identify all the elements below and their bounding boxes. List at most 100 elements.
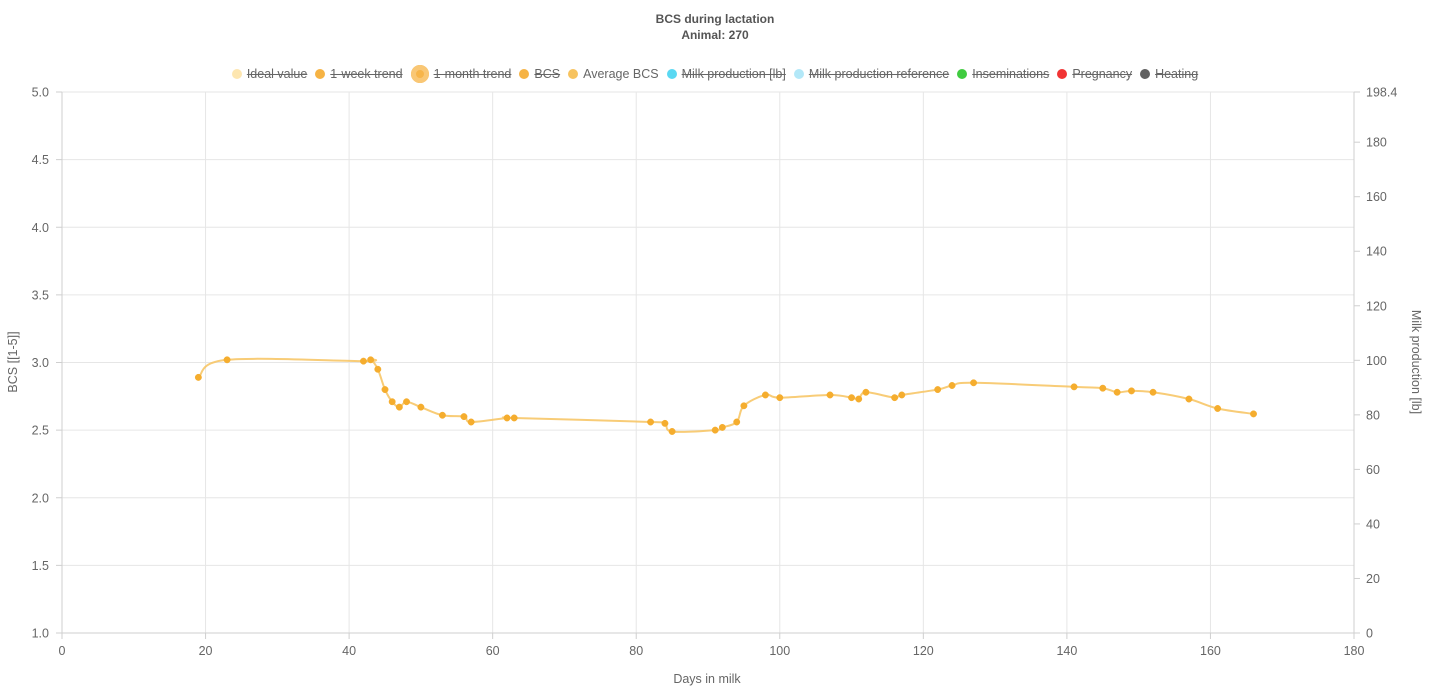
y2-tick-label: 60: [1366, 463, 1380, 477]
data-point: [1149, 388, 1157, 396]
y-axis-title: BCS [[1-5]]: [6, 331, 20, 392]
data-point: [970, 379, 978, 387]
legend-swatch: [519, 69, 530, 79]
data-point: [503, 414, 511, 422]
data-point: [1128, 387, 1135, 395]
legend-swatch: [231, 69, 242, 79]
legend-item-ideal-value[interactable]: Ideal value: [231, 67, 308, 81]
data-point: [374, 365, 382, 373]
legend-swatch: [315, 69, 326, 79]
y2-tick-label: 180: [1366, 136, 1387, 150]
legend: Ideal value 1-week trend 1-month trend BCS A…: [0, 64, 1430, 84]
legend-item-milk-production-lb[interactable]: Milk production [lb]: [666, 67, 786, 81]
y-tick-label: 3.0: [32, 356, 49, 370]
data-point: [1070, 383, 1078, 391]
legend-swatch: [1057, 69, 1068, 79]
data-point: [776, 394, 784, 402]
legend-item-milk-production-reference[interactable]: Milk production reference: [793, 67, 950, 81]
x-tick-label: 160: [1200, 644, 1221, 658]
data-point: [647, 418, 655, 426]
chart-subtitle: Animal: 270: [681, 28, 749, 42]
legend-label: Milk production [lb]: [681, 67, 786, 81]
data-point: [510, 414, 518, 422]
legend-label: Pregnancy: [1072, 67, 1133, 81]
data-point: [1250, 410, 1257, 418]
x-tick-label: 60: [486, 644, 500, 658]
data-point: [761, 391, 769, 399]
y-tick-label: 1.0: [32, 627, 49, 641]
legend-swatch: [666, 69, 677, 79]
y2-axis-title: Milk production [lb]: [1409, 310, 1423, 414]
data-point: [360, 357, 367, 365]
legend-label: Inseminations: [972, 67, 1050, 81]
y2-tick-label: 140: [1366, 245, 1387, 259]
data-point: [855, 395, 863, 403]
data-point: [661, 419, 669, 427]
legend-label: Ideal value: [246, 67, 308, 81]
data-point: [826, 391, 834, 399]
legend-swatch: [957, 69, 968, 79]
data-point: [223, 356, 231, 364]
data-point: [1214, 405, 1222, 412]
x-tick-label: 40: [342, 644, 356, 658]
x-tick-label: 80: [629, 644, 643, 658]
grid: [61, 91, 1355, 634]
legend-item-inseminations[interactable]: Inseminations: [957, 67, 1049, 81]
data-point: [668, 428, 676, 435]
legend-swatch: [1140, 69, 1151, 79]
legend-item-average-bcs[interactable]: Average BCS: [568, 67, 659, 81]
y2-tick-label: 160: [1366, 190, 1387, 204]
axes: [56, 91, 1360, 639]
legend-item-heating[interactable]: Heating: [1140, 67, 1198, 81]
x-tick-label: 100: [769, 644, 790, 658]
legend-label: Heating: [1155, 67, 1199, 81]
legend-swatch: [793, 69, 804, 79]
data-point: [891, 394, 899, 402]
legend-item-pregnancy[interactable]: Pregnancy: [1057, 67, 1132, 81]
ticks: 0 20 40 60 80 100 120 140 160 180 1.0 1.5 2.0 2.5 3.0 3…: [32, 86, 1398, 659]
series-line-average-bcs: [197, 357, 1254, 433]
chart-title: BCS during lactation: [655, 12, 775, 26]
x-axis-title: Days in milk: [673, 672, 741, 686]
data-point: [381, 386, 389, 393]
legend-swatch: [410, 65, 429, 83]
y2-tick-label: 120: [1366, 299, 1387, 313]
data-point: [898, 391, 906, 399]
data-point: [395, 403, 403, 411]
data-point: [417, 403, 425, 411]
y2-tick-label: 100: [1366, 354, 1387, 368]
data-point: [948, 382, 956, 389]
y-tick-label: 1.5: [32, 559, 49, 573]
data-point: [848, 394, 856, 402]
data-point: [1185, 395, 1193, 403]
data-point: [1099, 384, 1107, 392]
legend-label: 1-month trend: [433, 67, 512, 81]
x-tick-label: 20: [199, 644, 213, 658]
legend-item-1-week-trend[interactable]: 1-week trend: [315, 67, 403, 81]
legend-item-1-month-trend[interactable]: 1-month trend: [410, 65, 512, 83]
y2-tick-label: 40: [1366, 517, 1380, 531]
legend-label: Average BCS: [583, 67, 659, 81]
y-tick-label: 5.0: [32, 86, 49, 100]
x-tick-label: 140: [1056, 644, 1077, 658]
data-point: [1113, 388, 1121, 396]
series: [194, 356, 1257, 435]
data-point: [194, 373, 202, 381]
data-point: [403, 398, 410, 406]
data-point: [460, 413, 468, 421]
data-point: [711, 426, 719, 434]
legend-swatch: [568, 69, 579, 79]
y2-tick-label: 80: [1366, 408, 1380, 422]
y-tick-label: 2.0: [32, 491, 49, 505]
y-tick-label: 3.5: [32, 288, 49, 302]
legend-label: Milk production reference: [808, 67, 950, 81]
y2-tick-label: 20: [1366, 572, 1380, 586]
x-tick-label: 120: [913, 644, 934, 658]
data-point: [467, 418, 475, 426]
x-tick-label: 180: [1344, 644, 1365, 658]
legend-item-bcs[interactable]: BCS: [519, 67, 560, 81]
data-point: [862, 388, 870, 396]
legend-label: BCS: [534, 67, 561, 81]
y-tick-label: 4.0: [32, 221, 49, 235]
